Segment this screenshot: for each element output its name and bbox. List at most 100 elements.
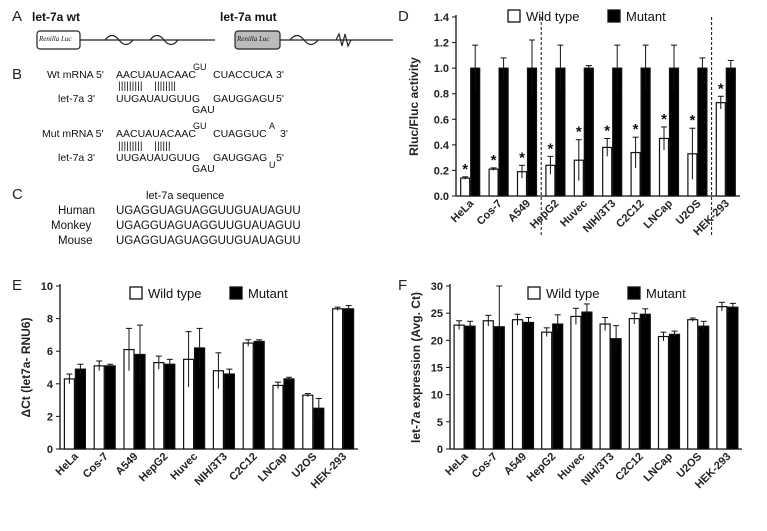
y-tick-label: 4 bbox=[47, 379, 54, 391]
let7a-sequence-title: let-7a sequence bbox=[146, 190, 225, 202]
x-tick-label: HepG2 bbox=[525, 451, 559, 485]
significance-star: * bbox=[462, 161, 468, 178]
x-tick-label: LNCap bbox=[642, 197, 676, 231]
bar-wild-type-hek293 bbox=[716, 306, 728, 450]
wt-mirna-seq2: GAUGGAGU bbox=[213, 93, 275, 105]
x-tick-label: HeLa bbox=[54, 450, 82, 478]
bar-wild-type-u2os bbox=[687, 319, 699, 450]
mut-mrna-end: 3' bbox=[280, 128, 288, 140]
organism-monkey: Monkey bbox=[51, 220, 92, 232]
y-tick-label: 15 bbox=[431, 363, 443, 375]
bar-mutant-a549 bbox=[522, 321, 535, 450]
y-tick-label: 1.4 bbox=[434, 12, 450, 24]
y-tick-label: 1.0 bbox=[434, 63, 449, 75]
bar-mutant-cos7 bbox=[498, 67, 509, 197]
bar-wild-type-u2os bbox=[302, 394, 314, 450]
panel-label-d: D bbox=[398, 8, 409, 25]
legend-label: Wild type bbox=[546, 286, 599, 301]
bar-wild-type-hek293 bbox=[332, 308, 344, 450]
bar-wild-type-huvec bbox=[570, 315, 582, 450]
sequence-mouse: UGAGGUAGUAGGUUGUAUAGUU bbox=[116, 235, 301, 247]
renilla-label-wt: Renilla Luc bbox=[39, 35, 72, 43]
panel-label-f: F bbox=[398, 277, 408, 294]
mut-mirna-seq2: GAUGGAG bbox=[213, 152, 268, 164]
y-tick-label: 30 bbox=[431, 281, 443, 293]
organism-mouse: Mouse bbox=[58, 235, 93, 247]
bar-wild-type-hek293 bbox=[715, 102, 726, 197]
bar-mutant-u2os bbox=[697, 67, 708, 197]
mut-mrna-prefix: Mut mRNA 5' bbox=[42, 128, 104, 140]
construct-diagram bbox=[36, 30, 393, 50]
significance-star: * bbox=[718, 80, 724, 97]
sequence-monkey: UGAGGUAGUAGGUUGUAUAGUU bbox=[116, 220, 301, 232]
mut-mrna-bulge2: A bbox=[269, 121, 276, 131]
y-tick-label: 5 bbox=[437, 417, 443, 429]
y-tick-label: 0 bbox=[47, 444, 53, 456]
significance-star: * bbox=[576, 124, 582, 141]
bar-mutant-hek293 bbox=[343, 308, 355, 450]
y-tick-label: 2 bbox=[47, 411, 53, 423]
bar-wild-type-hela bbox=[63, 378, 76, 450]
significance-star: * bbox=[519, 149, 525, 166]
site-symbol-wt-1 bbox=[104, 34, 134, 46]
x-tick-label: A549 bbox=[114, 451, 141, 478]
y-tick-label: 1.2 bbox=[434, 38, 449, 50]
bar-wild-type-hela bbox=[460, 177, 471, 197]
wt-mrna-end: 3' bbox=[276, 69, 284, 81]
significance-star: * bbox=[604, 122, 610, 139]
y-axis-label: let-7a expression (Avg. Ct) bbox=[409, 292, 423, 443]
chart-d: 0.0 0.2 0.4 0.6 0.8 1.0 1.2 1.4 Rluc/Fluc activi… bbox=[407, 9, 740, 238]
chart-e: 0 2 4 6 8 10 ΔCt (let7a- RNU6) HeLa Cos-7 A549Hep… bbox=[19, 281, 358, 491]
bar-mutant-lncap bbox=[283, 378, 295, 450]
y-tick-label: 0.4 bbox=[434, 140, 450, 152]
site-symbol-mut-2 bbox=[335, 32, 352, 48]
bar-wild-type-hepg2 bbox=[541, 331, 553, 450]
legend: Wild type Mutant bbox=[507, 9, 666, 24]
bar-mutant-hepg2 bbox=[164, 363, 176, 450]
x-tick-label: Cos-7 bbox=[81, 451, 111, 481]
wt-mirna-end: 5' bbox=[276, 93, 284, 105]
mut-mrna-seq: AACUAUACAAC bbox=[116, 128, 196, 140]
renilla-box-mut bbox=[234, 30, 281, 50]
bar-wild-type-lncap bbox=[272, 384, 284, 450]
y-tick-label: 0.0 bbox=[434, 191, 449, 203]
mut-mirna-prefix: let-7a 3' bbox=[58, 152, 96, 164]
y-tick-label: 10 bbox=[431, 390, 443, 402]
panel-label-b: B bbox=[12, 66, 23, 83]
y-tick-label: 0.8 bbox=[434, 89, 449, 101]
significance-star: * bbox=[661, 111, 667, 128]
site-symbol-mut-1 bbox=[289, 34, 319, 46]
y-tick-label: 0.6 bbox=[434, 114, 449, 126]
wt-mirna-seq: UUGAUAUGUUG bbox=[116, 93, 201, 105]
panel-label-a: A bbox=[12, 8, 23, 25]
bar-mutant-lncap bbox=[668, 333, 681, 450]
wt-mrna-prefix: Wt mRNA 5' bbox=[47, 69, 104, 81]
wt-loop: GAU bbox=[192, 104, 215, 116]
y-tick-label: 10 bbox=[41, 281, 53, 293]
bar-wild-type-hela bbox=[453, 324, 465, 450]
significance-star: * bbox=[491, 152, 497, 169]
significance-star: * bbox=[633, 121, 639, 138]
x-tick-label: HepG2 bbox=[137, 451, 171, 485]
significance-star: * bbox=[689, 112, 695, 129]
mut-mirna-seq: UUGAUAUGUUG bbox=[116, 152, 201, 164]
legend-label: Mutant bbox=[248, 286, 288, 301]
legend-label: Mutant bbox=[626, 9, 666, 24]
legend-swatch bbox=[627, 286, 641, 300]
wt-pairs: ||||||||| |||||||| bbox=[118, 80, 177, 92]
site-symbol-wt-2 bbox=[149, 34, 179, 46]
bar-wild-type-cos7 bbox=[93, 365, 105, 450]
panel-label-c: C bbox=[12, 186, 23, 203]
legend-label: Wild type bbox=[526, 9, 579, 24]
bar-wild-type-a549 bbox=[511, 319, 524, 450]
x-tick-label: Cos-7 bbox=[470, 451, 500, 481]
bar-mutant-huvec bbox=[581, 311, 593, 450]
bar-wild-type-c2c12 bbox=[242, 342, 254, 450]
bar-mutant-hek293 bbox=[725, 67, 736, 197]
organism-human: Human bbox=[58, 205, 96, 217]
legend-swatch bbox=[229, 286, 243, 300]
mut-pairs: ||||||||| |||||| bbox=[118, 140, 171, 152]
mut-mirna-end: 5' bbox=[276, 152, 284, 164]
legend: Wild type Mutant bbox=[527, 286, 686, 301]
bar-mutant-huvec bbox=[583, 67, 594, 197]
